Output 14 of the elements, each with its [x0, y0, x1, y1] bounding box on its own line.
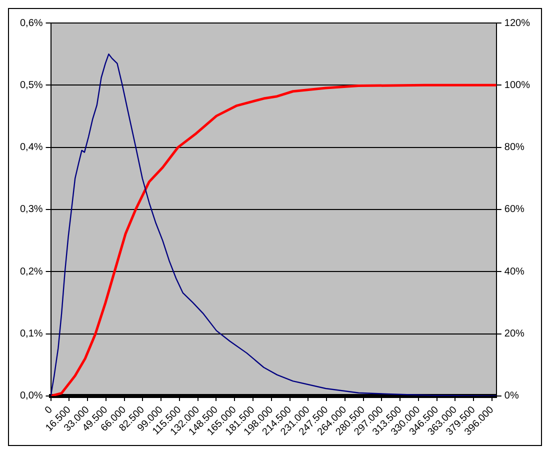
y2-tick-label: 80%	[504, 142, 525, 154]
y2-tick-label: 40%	[504, 266, 525, 278]
y-tick-label: 0,3%	[20, 204, 43, 216]
y-tick-label: 0,4%	[20, 142, 43, 154]
y2-tick-label: 100%	[504, 80, 530, 91]
y-tick-label: 0,0%	[20, 390, 43, 402]
y2-tick-label: 0%	[504, 390, 519, 402]
y2-tick-label: 20%	[504, 328, 525, 340]
y-tick-label: 0,5%	[20, 80, 43, 91]
y2-tick-label: 60%	[504, 204, 525, 216]
y-tick-label: 0,6%	[20, 18, 43, 29]
y-tick-label: 0,1%	[20, 328, 43, 340]
y-tick-label: 0,2%	[20, 266, 43, 278]
y2-tick-label: 120%	[504, 18, 530, 29]
